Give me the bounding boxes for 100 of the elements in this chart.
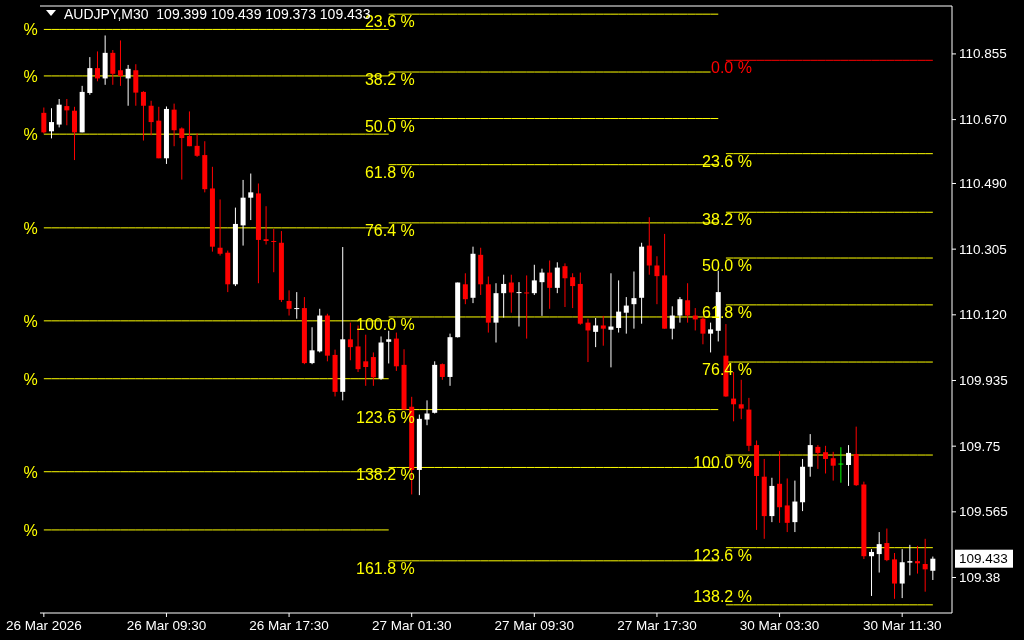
candlestick <box>600 315 606 347</box>
candlestick <box>110 49 116 86</box>
candlestick <box>49 107 54 139</box>
candlestick <box>930 556 936 581</box>
series-label: 138.2 % <box>693 587 752 605</box>
candlestick <box>899 548 905 599</box>
candlestick <box>562 262 568 308</box>
candlestick <box>907 544 913 576</box>
candlestick <box>363 334 369 387</box>
y-tick-label: 109.935 <box>959 372 1008 388</box>
candlestick <box>286 289 292 317</box>
candlestick <box>171 103 177 147</box>
y-tick-label: 109.38 <box>959 570 1001 585</box>
candlestick <box>179 126 185 181</box>
candlestick <box>646 216 652 276</box>
x-tick-label: 26 Mar 2026 <box>5 618 82 633</box>
series-label: 38.2 % <box>364 71 415 89</box>
candlestick <box>708 322 714 353</box>
candlestick <box>631 271 637 330</box>
candlestick <box>501 274 507 319</box>
x-tick-label: 27 Mar 01:30 <box>371 618 452 633</box>
candlestick <box>271 228 277 273</box>
candlestick <box>623 296 629 335</box>
candlestick <box>508 274 514 314</box>
series-label: 61.8 % <box>364 163 415 181</box>
y-tick-label: 110.490 <box>959 175 1007 191</box>
candlestick <box>248 173 254 221</box>
candlestick <box>117 39 123 87</box>
candlestick <box>792 480 798 533</box>
candlestick <box>815 444 821 470</box>
candlestick <box>539 268 545 317</box>
y-tick-label: 110.305 <box>959 241 1007 257</box>
candlestick <box>140 90 146 142</box>
candlestick <box>41 107 47 134</box>
candlestick <box>148 100 154 136</box>
candlestick <box>585 318 591 363</box>
candlestick <box>524 274 530 340</box>
y-tick-label: 110.120 <box>959 307 1007 323</box>
series-label: 161.8 % <box>355 559 415 577</box>
x-tick-label: 27 Mar 09:30 <box>494 618 575 633</box>
candlestick <box>217 198 223 257</box>
y-tick-label: 110.670 <box>959 112 1007 128</box>
candlestick <box>807 433 813 478</box>
candlestick <box>263 205 269 246</box>
annotation: % <box>23 21 38 39</box>
candlestick <box>125 64 131 107</box>
candlestick <box>386 330 392 364</box>
series-label: 23.6 % <box>702 152 752 170</box>
series-label: 100.0 % <box>693 454 752 472</box>
candlestick <box>677 296 683 324</box>
candlestick <box>685 282 691 324</box>
candlestick <box>94 50 100 82</box>
candlestick <box>922 538 928 593</box>
candlestick <box>869 548 875 597</box>
candlestick <box>370 351 376 387</box>
candlestick <box>593 317 599 348</box>
candlestick <box>669 305 675 340</box>
y-tick-label: 109.75 <box>959 438 1001 454</box>
candlestick <box>194 132 200 158</box>
candlestick <box>838 446 844 484</box>
x-tick-label: 26 Mar 17:30 <box>249 618 329 633</box>
candlestick <box>830 451 836 482</box>
series-label: 38.2 % <box>702 211 752 229</box>
candlestick <box>876 531 882 574</box>
candlestick <box>738 379 744 420</box>
series-label: 123.6 % <box>693 546 752 564</box>
candlestick <box>516 281 522 328</box>
candlestick <box>309 326 315 365</box>
candlestick <box>784 477 790 533</box>
series-label: 0.0 % <box>710 59 752 77</box>
x-tick-label: 30 Mar 03:30 <box>739 618 820 633</box>
series-label: 50.0 % <box>702 257 752 275</box>
candlestick <box>700 316 706 345</box>
candlestick <box>654 255 660 305</box>
candlestick <box>547 260 553 310</box>
annotation: % <box>23 312 38 330</box>
annotation: % <box>23 370 38 388</box>
candlestick <box>424 399 430 426</box>
annotation: % <box>23 126 38 144</box>
candlestick <box>294 291 300 320</box>
series-label: 100.0 % <box>355 315 415 333</box>
annotation: % <box>23 463 38 481</box>
candlestick <box>71 106 77 161</box>
annotation: % <box>23 219 38 237</box>
y-tick-label: 110.855 <box>959 46 1007 62</box>
annotation: % <box>23 521 38 539</box>
candlestick <box>462 272 468 305</box>
candlestick <box>823 445 829 474</box>
candlestick <box>554 261 560 294</box>
candlestick <box>347 322 353 361</box>
x-tick-label: 30 Mar 11:30 <box>862 618 942 633</box>
candlestick <box>56 98 62 128</box>
x-tick-label: 26 Mar 09:30 <box>126 618 207 633</box>
candlestick <box>608 272 614 368</box>
candlestick <box>616 279 622 334</box>
series-label: 50.0 % <box>364 117 415 135</box>
y-tick-label: 109.565 <box>959 504 1008 520</box>
candlestick <box>570 272 576 309</box>
x-tick-label: 27 Mar 17:30 <box>617 618 697 633</box>
candlestick <box>884 528 890 562</box>
